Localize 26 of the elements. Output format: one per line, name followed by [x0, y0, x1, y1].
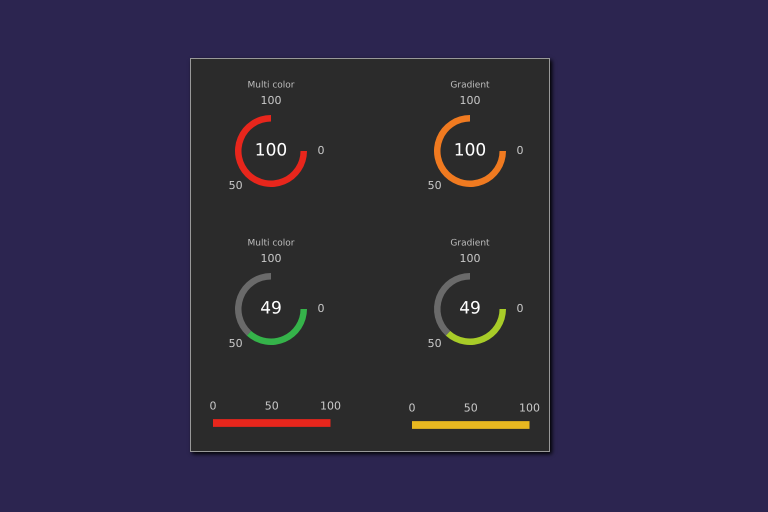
text: 0	[318, 302, 324, 315]
x-tick-label: 0	[210, 399, 216, 412]
x-tick-label: 50	[264, 399, 279, 412]
text: 100	[254, 140, 288, 160]
x-tick-label: 100	[519, 401, 540, 414]
text: 100	[260, 252, 282, 265]
text: 50	[428, 179, 442, 192]
text: 50	[228, 179, 243, 192]
chart-title: Gradient	[450, 80, 490, 90]
text: 49	[459, 298, 481, 318]
text: 100	[454, 140, 486, 160]
text: 100	[460, 252, 480, 265]
text: 100	[260, 94, 282, 107]
text: 0	[516, 302, 524, 315]
text: 50	[428, 337, 442, 350]
chart-title: Multi color	[247, 80, 295, 90]
text: 0	[318, 144, 324, 157]
text: 50	[228, 337, 243, 350]
text: 100	[460, 94, 480, 107]
chart-title: Gradient	[450, 238, 490, 248]
text: 49	[260, 298, 282, 318]
text: 0	[516, 144, 524, 157]
x-tick-label: 50	[464, 401, 478, 414]
x-tick-label: 0	[408, 401, 416, 414]
x-tick-label: 100	[320, 399, 341, 412]
chart-title: Multi color	[247, 238, 295, 248]
